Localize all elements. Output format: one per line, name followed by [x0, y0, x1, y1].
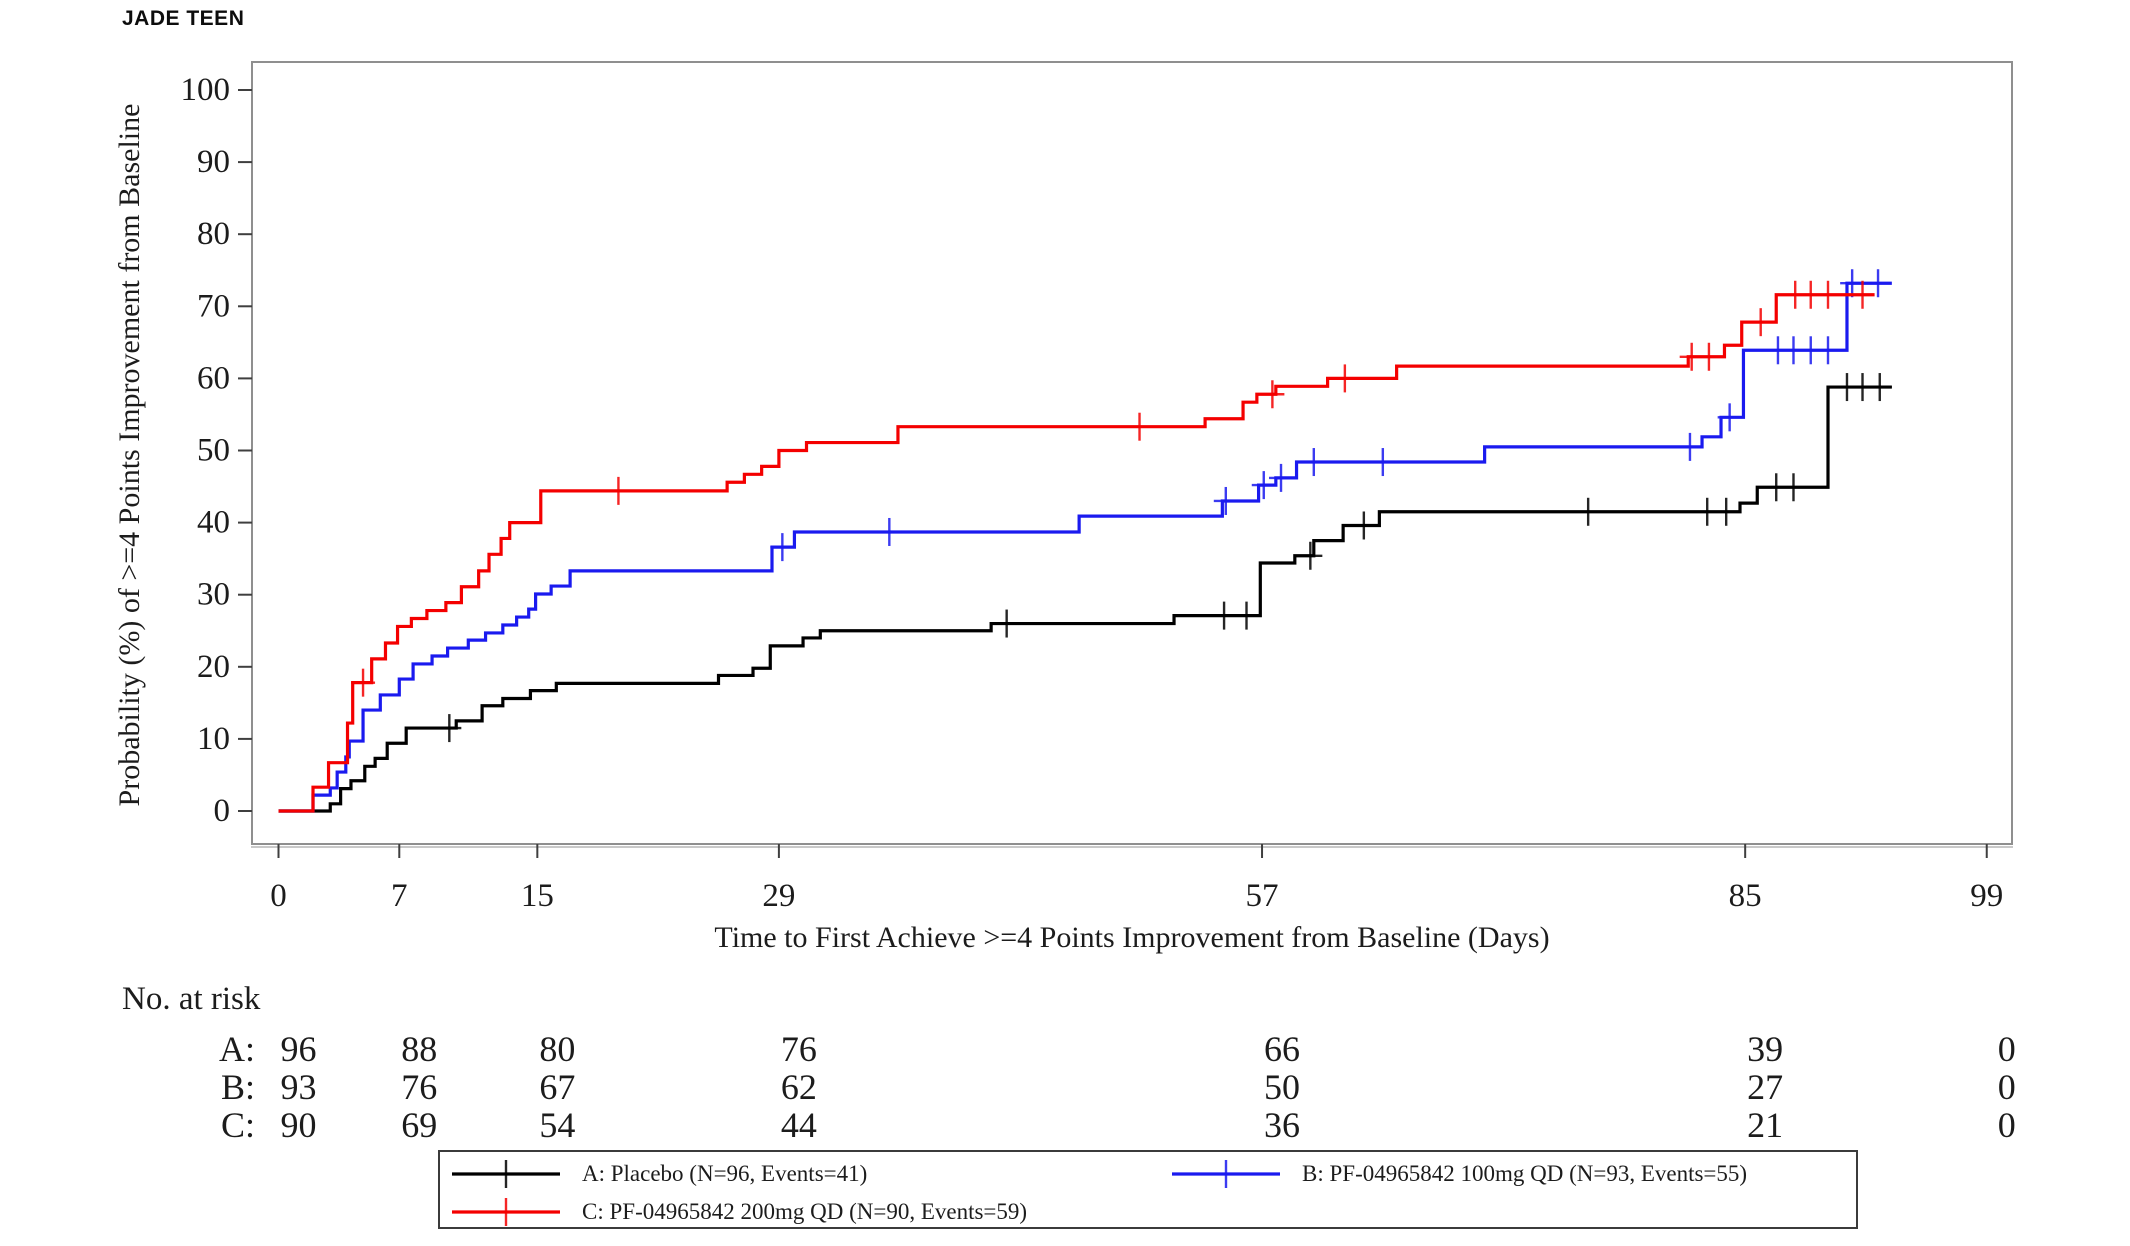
x-tick-label: 57 — [1246, 878, 1279, 914]
risk-value: 39 — [1747, 1029, 1783, 1069]
km-plot-svg: 0 10 20 30 40 50 60 70 80 90 100 0 7 15 29 57 85 99 A: 96 88… — [181, 61, 2016, 1140]
risk-value: 90 — [281, 1105, 317, 1140]
chart-title: JADE TEEN — [122, 7, 245, 30]
risk-value: 93 — [281, 1067, 317, 1107]
risk-value: 88 — [401, 1029, 437, 1069]
risk-value: 0 — [1998, 1067, 2016, 1107]
x-tick-label: 85 — [1729, 878, 1762, 914]
legend-entry-a: A: Placebo (N=96, Events=41) — [448, 1156, 867, 1192]
x-tick-label: 0 — [270, 878, 287, 914]
risk-value: 36 — [1264, 1105, 1300, 1140]
risk-value: 0 — [1998, 1029, 2016, 1069]
risk-value: 0 — [1998, 1105, 2016, 1140]
y-tick-label: 70 — [197, 288, 230, 324]
series-C-curve — [278, 293, 1875, 813]
risk-value: 76 — [781, 1029, 817, 1069]
legend-label-c: C: PF-04965842 200mg QD (N=90, Events=59… — [582, 1199, 1028, 1224]
risk-value: 44 — [781, 1105, 817, 1140]
legend-entry-b: B: PF-04965842 100mg QD (N=93, Events=55… — [1168, 1156, 1747, 1192]
legend-entry-c: C: PF-04965842 200mg QD (N=90, Events=59… — [448, 1194, 1027, 1230]
legend: A: Placebo (N=96, Events=41) B: PF-04965… — [438, 1150, 1858, 1229]
risk-value: 67 — [539, 1067, 575, 1107]
risk-value: 50 — [1264, 1067, 1300, 1107]
risk-row-label: C: — [221, 1105, 255, 1140]
y-tick-label: 60 — [197, 360, 230, 396]
legend-marker-a — [452, 1160, 560, 1188]
y-tick-label: 90 — [197, 144, 230, 180]
x-tick-label: 99 — [1970, 878, 2003, 914]
y-tick-label: 30 — [197, 577, 230, 613]
legend-label-a: A: Placebo (N=96, Events=41) — [582, 1161, 868, 1186]
risk-value: 80 — [539, 1029, 575, 1069]
y-tick-label: 50 — [197, 433, 230, 469]
risk-value: 66 — [1264, 1029, 1300, 1069]
risk-value: 69 — [401, 1105, 437, 1140]
y-tick-label: 100 — [181, 72, 231, 108]
series-A-curve — [278, 385, 1892, 813]
risk-value: 96 — [281, 1029, 317, 1069]
legend-marker-c — [452, 1198, 560, 1226]
y-tick-label: 40 — [197, 505, 230, 541]
risk-row-label: A: — [219, 1029, 255, 1069]
legend-marker-b — [1172, 1160, 1280, 1188]
x-tick-label: 7 — [391, 878, 408, 914]
series-B-curve — [278, 281, 1892, 813]
risk-value: 27 — [1747, 1067, 1783, 1107]
y-tick-label: 10 — [197, 721, 230, 757]
legend-label-b: B: PF-04965842 100mg QD (N=93, Events=55… — [1302, 1161, 1748, 1186]
risk-table-header: No. at risk — [122, 981, 261, 1017]
y-tick-label: 0 — [214, 793, 231, 829]
risk-value: 76 — [401, 1067, 437, 1107]
x-axis-title: Time to First Achieve >=4 Points Improve… — [714, 921, 1550, 954]
y-tick-label: 80 — [197, 216, 230, 252]
y-tick-label: 20 — [197, 649, 230, 685]
risk-value: 54 — [539, 1105, 575, 1140]
risk-row-label: B: — [221, 1067, 255, 1107]
plot-border — [251, 61, 2013, 845]
x-tick-label: 29 — [762, 878, 795, 914]
x-tick-label: 15 — [521, 878, 554, 914]
risk-value: 62 — [781, 1067, 817, 1107]
y-axis-title: Probability (%) of >=4 Points Improvemen… — [113, 103, 146, 807]
risk-value: 21 — [1747, 1105, 1783, 1140]
